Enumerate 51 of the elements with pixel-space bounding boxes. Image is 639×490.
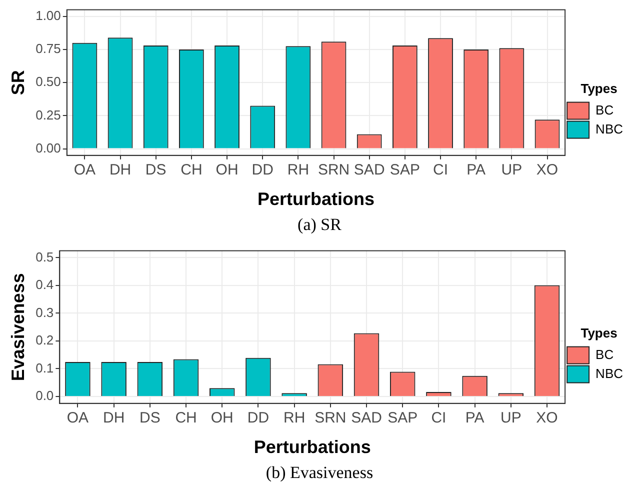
x-tick-label: DH	[102, 410, 125, 427]
x-tick-label: SAP	[388, 410, 418, 427]
x-tick-label: SAD	[354, 162, 385, 179]
x-tick-label: SAD	[351, 410, 382, 427]
legend-title: Types	[580, 325, 618, 340]
x-tick-label: RH	[287, 162, 310, 179]
x-tick-label: UP	[501, 162, 522, 179]
y-tick-label: 0.00	[36, 140, 61, 156]
x-tick-label: DD	[252, 162, 274, 179]
x-tick-label: OH	[216, 162, 238, 179]
x-tick-label: UP	[500, 410, 522, 427]
x-axis-title: Perturbations	[257, 189, 374, 210]
x-tick-label: OA	[74, 162, 96, 179]
x-tick-label: XO	[536, 162, 558, 179]
y-tick-label: 0.4	[36, 277, 54, 292]
y-tick-label: 0.0	[36, 388, 54, 404]
x-tick-label: SRN	[318, 162, 350, 179]
x-tick-label: OA	[66, 410, 89, 427]
x-tick-label: PA	[465, 410, 484, 427]
x-tick-label: DH	[109, 162, 132, 179]
legend-label: NBC	[596, 121, 624, 136]
legend-label: BC	[596, 102, 614, 118]
y-tick-label: 0.1	[36, 360, 54, 376]
x-tick-label: CI	[431, 410, 446, 427]
x-tick-label: SAP	[390, 162, 420, 179]
y-tick-label: 0.25	[36, 107, 61, 122]
x-tick-label: SRN	[314, 410, 346, 427]
text: (b) Evasiveness	[264, 463, 374, 484]
legend-label: BC	[596, 346, 614, 362]
x-tick-label: CI	[433, 162, 448, 179]
x-tick-label: XO	[536, 410, 558, 427]
x-tick-label: CH	[180, 162, 202, 179]
x-tick-label: DD	[247, 410, 270, 427]
y-tick-label: 0.2	[36, 332, 54, 348]
x-tick-label: DS	[145, 162, 166, 179]
legend-label: NBC	[596, 366, 624, 381]
y-axis-title: SR	[8, 70, 28, 96]
text: (a) SR	[296, 215, 342, 236]
x-tick-label: DS	[139, 410, 160, 427]
x-tick-label: CH	[175, 410, 197, 427]
y-tick-label: 0.50	[36, 74, 61, 90]
y-tick-label: 0.3	[36, 304, 54, 320]
y-tick-label: 0.5	[36, 249, 54, 264]
legend-title: Types	[580, 80, 618, 96]
x-tick-label: PA	[466, 162, 486, 179]
x-tick-label: RH	[283, 410, 306, 427]
x-tick-label: OH	[210, 410, 234, 427]
y-axis-title: Evasiveness	[8, 273, 28, 382]
x-axis-title: Perturbations	[254, 437, 371, 458]
y-tick-label: 1.00	[36, 8, 61, 23]
y-tick-label: 0.75	[36, 41, 61, 56]
